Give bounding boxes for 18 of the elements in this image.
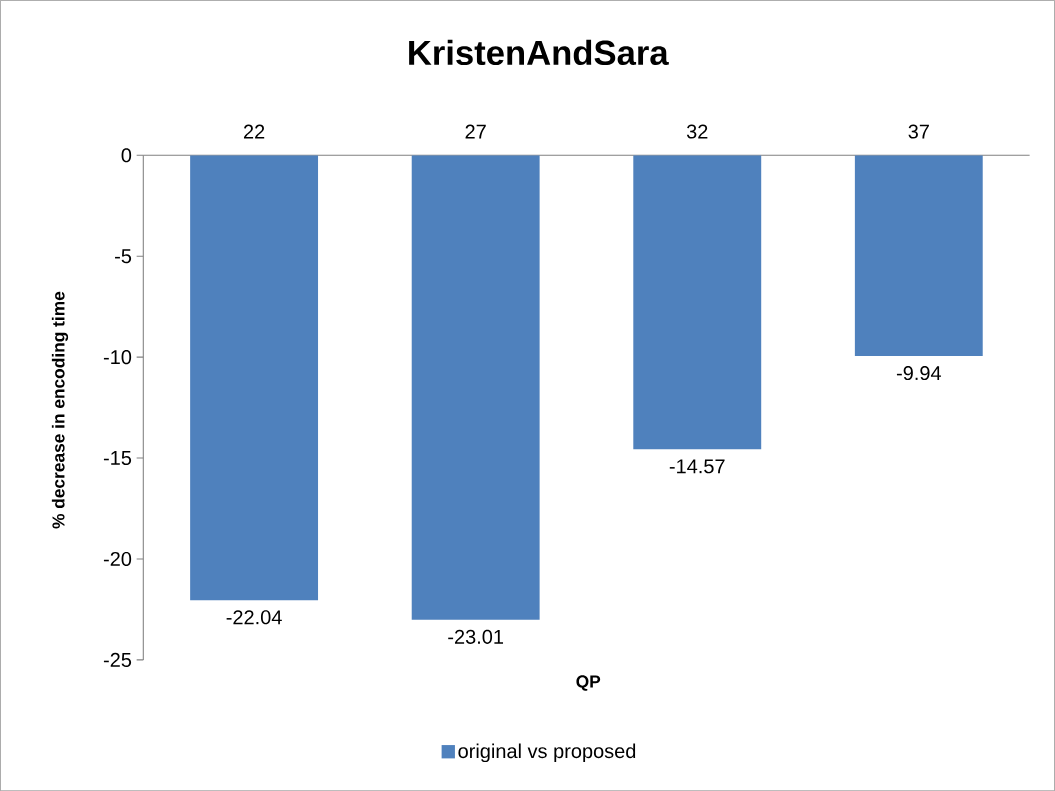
data-label: -9.94 — [896, 365, 942, 380]
data-label: -23.01 — [448, 629, 504, 644]
data-label: -22.04 — [226, 610, 282, 625]
chart-title: KristenAndSara — [409, 39, 669, 66]
data-label: -14.57 — [669, 459, 725, 474]
y-axis-title: % decrease in encoding time — [51, 291, 69, 529]
legend-label: original vs proposed — [458, 743, 636, 763]
y-tick-label: -25 — [103, 652, 132, 667]
x-axis-title: QP — [576, 675, 601, 691]
y-tick-label: -10 — [103, 349, 132, 365]
y-tick-label: -5 — [115, 249, 132, 264]
x-tick-label: 22 — [243, 124, 265, 139]
x-tick-label: 27 — [465, 124, 486, 139]
x-tick-label: 32 — [686, 124, 708, 139]
y-tick-label: -15 — [103, 450, 132, 465]
x-tick-label: 37 — [908, 124, 929, 139]
y-tick-label: 0 — [121, 148, 132, 163]
y-tick-label: -20 — [103, 551, 132, 566]
